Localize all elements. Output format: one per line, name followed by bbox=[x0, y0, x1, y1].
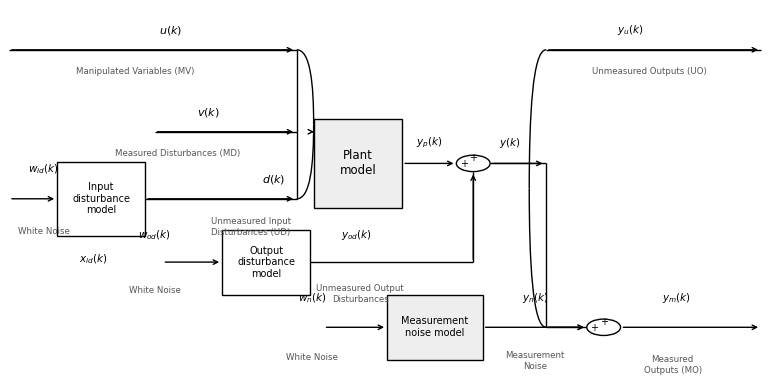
Text: $w_{od}(k)$: $w_{od}(k)$ bbox=[139, 228, 172, 242]
Text: $x_{id}(k)$: $x_{id}(k)$ bbox=[79, 253, 108, 266]
Bar bbox=[57, 162, 146, 236]
Text: Unmeasured Outputs (UO): Unmeasured Outputs (UO) bbox=[592, 66, 707, 76]
Text: $y(k)$: $y(k)$ bbox=[498, 136, 520, 150]
Text: Input
disturbance
model: Input disturbance model bbox=[72, 182, 130, 215]
Text: +: + bbox=[460, 159, 468, 169]
Text: $w_{id}(k)$: $w_{id}(k)$ bbox=[28, 163, 59, 176]
Text: Unmeasured Output
Disturbances: Unmeasured Output Disturbances bbox=[316, 285, 404, 304]
Circle shape bbox=[587, 319, 621, 336]
Text: White Noise: White Noise bbox=[286, 353, 338, 363]
Text: $w_n(k)$: $w_n(k)$ bbox=[298, 291, 326, 305]
Text: $v(k)$: $v(k)$ bbox=[197, 106, 220, 119]
Circle shape bbox=[457, 155, 490, 172]
Bar bbox=[222, 230, 310, 295]
Text: Manipulated Variables (MV): Manipulated Variables (MV) bbox=[76, 66, 195, 76]
Bar bbox=[314, 119, 402, 208]
Text: $y_m(k)$: $y_m(k)$ bbox=[662, 291, 691, 305]
Text: Output
disturbance
model: Output disturbance model bbox=[237, 245, 295, 279]
Text: $y_p(k)$: $y_p(k)$ bbox=[416, 136, 443, 150]
Text: +: + bbox=[600, 317, 608, 327]
Text: Unmeasured Input
Disturbances (UD): Unmeasured Input Disturbances (UD) bbox=[211, 217, 291, 237]
Text: $y_{od}(k)$: $y_{od}(k)$ bbox=[341, 228, 372, 242]
Text: +: + bbox=[591, 323, 598, 333]
Text: Measurement
Noise: Measurement Noise bbox=[505, 352, 564, 371]
Text: $y_u(k)$: $y_u(k)$ bbox=[618, 23, 644, 37]
Text: $u(k)$: $u(k)$ bbox=[159, 24, 182, 37]
Text: White Noise: White Noise bbox=[18, 227, 69, 236]
Text: Measurement
noise model: Measurement noise model bbox=[401, 317, 468, 338]
Text: +: + bbox=[469, 154, 477, 163]
Text: $d(k)$: $d(k)$ bbox=[262, 173, 286, 186]
Text: Measured Disturbances (MD): Measured Disturbances (MD) bbox=[116, 149, 240, 157]
Text: $y_n(k)$: $y_n(k)$ bbox=[521, 291, 548, 305]
Bar bbox=[387, 295, 483, 360]
Text: Plant
model: Plant model bbox=[340, 149, 377, 177]
Text: Measured
Outputs (MO): Measured Outputs (MO) bbox=[644, 355, 701, 375]
Text: White Noise: White Noise bbox=[129, 286, 181, 295]
